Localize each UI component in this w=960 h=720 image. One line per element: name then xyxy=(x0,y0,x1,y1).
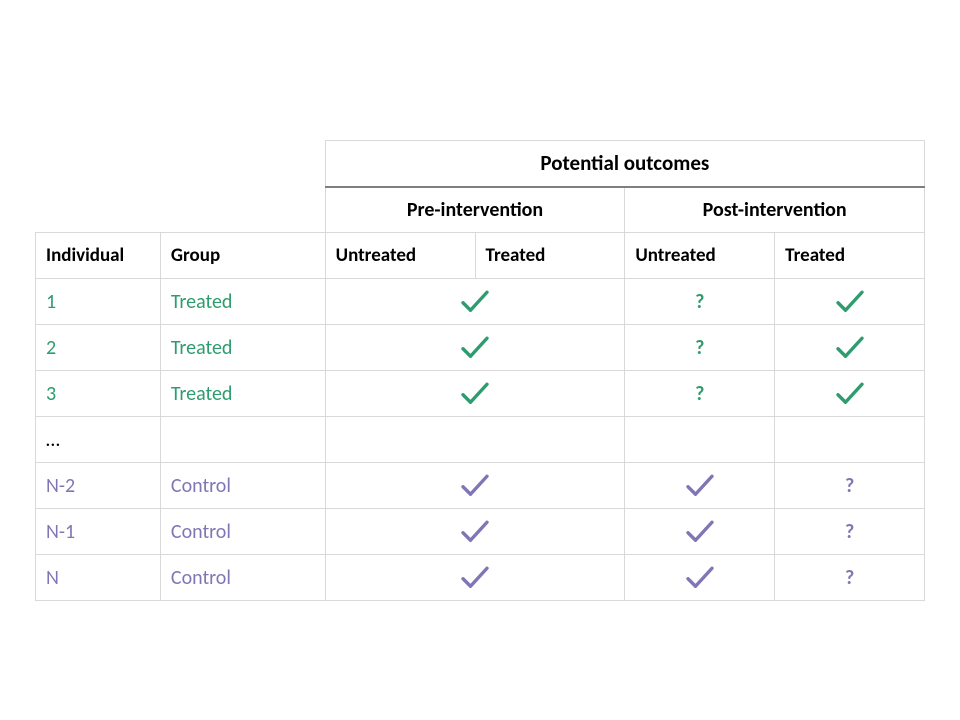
cell-group: Control xyxy=(160,555,325,601)
cell-post-untreated: ? xyxy=(625,325,775,371)
check-icon xyxy=(685,473,715,499)
table-row: 2Treated? xyxy=(36,325,925,371)
cell-individual: 2 xyxy=(36,325,161,371)
cell-post-untreated xyxy=(625,417,775,463)
question-mark: ? xyxy=(695,382,704,406)
blank-cell xyxy=(36,187,161,233)
header-post: Post-intervention xyxy=(625,187,925,233)
cell-individual: 3 xyxy=(36,371,161,417)
cell-pre xyxy=(325,325,625,371)
table-row: … xyxy=(36,417,925,463)
header-group: Group xyxy=(160,233,325,279)
cell-post-treated: ? xyxy=(775,509,925,555)
check-icon xyxy=(460,519,490,545)
check-icon xyxy=(685,519,715,545)
table-row: 3Treated? xyxy=(36,371,925,417)
cell-individual: N-2 xyxy=(36,463,161,509)
question-mark: ? xyxy=(845,566,854,590)
cell-individual: … xyxy=(36,417,161,463)
header-untreated-pre: Untreated xyxy=(325,233,475,279)
question-mark: ? xyxy=(695,290,704,314)
check-icon xyxy=(835,335,865,361)
table-row: 1Treated? xyxy=(36,279,925,325)
cell-pre xyxy=(325,463,625,509)
check-icon xyxy=(460,289,490,315)
blank-cell xyxy=(160,141,325,187)
header-pre: Pre-intervention xyxy=(325,187,625,233)
potential-outcomes-table: Potential outcomes Pre-intervention Post… xyxy=(35,140,925,601)
cell-post-untreated xyxy=(625,555,775,601)
cell-group xyxy=(160,417,325,463)
header-untreated-post: Untreated xyxy=(625,233,775,279)
cell-pre xyxy=(325,417,625,463)
header-individual: Individual xyxy=(36,233,161,279)
cell-post-untreated xyxy=(625,509,775,555)
cell-post-untreated xyxy=(625,463,775,509)
header-treated-post: Treated xyxy=(775,233,925,279)
cell-individual: 1 xyxy=(36,279,161,325)
cell-group: Treated xyxy=(160,371,325,417)
cell-post-treated xyxy=(775,371,925,417)
question-mark: ? xyxy=(695,336,704,360)
cell-post-treated: ? xyxy=(775,463,925,509)
cell-post-treated xyxy=(775,417,925,463)
cell-pre xyxy=(325,371,625,417)
header-outcomes: Potential outcomes xyxy=(325,141,924,187)
cell-post-treated xyxy=(775,325,925,371)
question-mark: ? xyxy=(845,474,854,498)
check-icon xyxy=(835,289,865,315)
cell-group: Control xyxy=(160,463,325,509)
cell-post-treated xyxy=(775,279,925,325)
cell-individual: N xyxy=(36,555,161,601)
check-icon xyxy=(685,565,715,591)
check-icon xyxy=(460,335,490,361)
header-treated-pre: Treated xyxy=(475,233,625,279)
cell-group: Treated xyxy=(160,325,325,371)
cell-group: Treated xyxy=(160,279,325,325)
check-icon xyxy=(835,381,865,407)
question-mark: ? xyxy=(845,520,854,544)
cell-pre xyxy=(325,555,625,601)
check-icon xyxy=(460,565,490,591)
blank-cell xyxy=(36,141,161,187)
cell-individual: N-1 xyxy=(36,509,161,555)
cell-post-untreated: ? xyxy=(625,279,775,325)
cell-pre xyxy=(325,509,625,555)
table-row: N-1Control? xyxy=(36,509,925,555)
blank-cell xyxy=(160,187,325,233)
cell-pre xyxy=(325,279,625,325)
cell-post-treated: ? xyxy=(775,555,925,601)
table-row: N-2Control? xyxy=(36,463,925,509)
table-row: NControl? xyxy=(36,555,925,601)
cell-group: Control xyxy=(160,509,325,555)
check-icon xyxy=(460,473,490,499)
check-icon xyxy=(460,381,490,407)
cell-post-untreated: ? xyxy=(625,371,775,417)
